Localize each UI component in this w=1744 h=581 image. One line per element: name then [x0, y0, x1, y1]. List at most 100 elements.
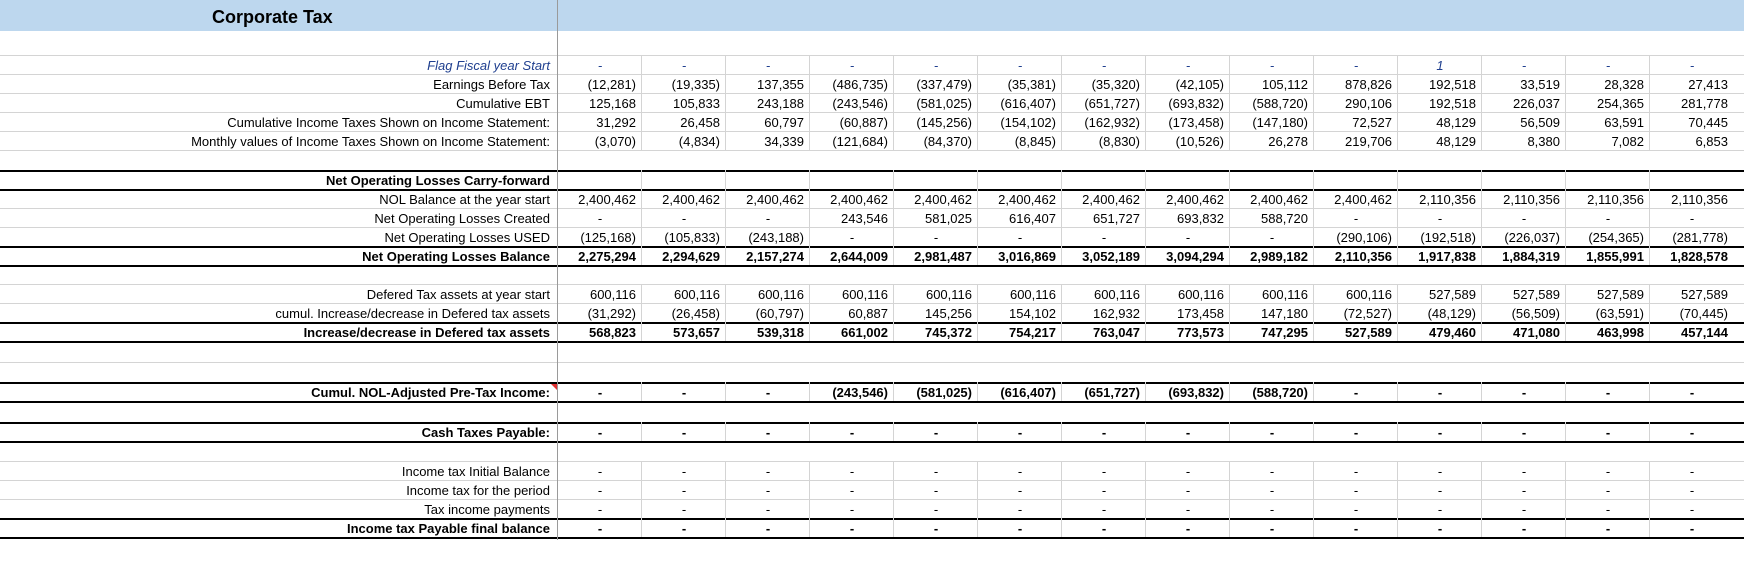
cell-value[interactable]: 2,400,462	[746, 192, 804, 207]
cell-value[interactable]: (693,832)	[1168, 96, 1224, 111]
cell-value[interactable]: -	[1017, 58, 1023, 73]
cell-value[interactable]: (145,256)	[916, 115, 972, 130]
cell-value[interactable]: -	[1353, 211, 1359, 226]
cell-value[interactable]: 754,217	[1009, 325, 1056, 340]
cell-value[interactable]: -	[681, 521, 687, 536]
cell-value[interactable]: 1,884,319	[1502, 249, 1560, 264]
cell-value[interactable]: -	[1269, 58, 1275, 73]
cell-value[interactable]: 1,917,838	[1418, 249, 1476, 264]
cell-value[interactable]: (121,684)	[832, 134, 888, 149]
cell-value[interactable]: -	[1689, 502, 1695, 517]
cell-value[interactable]: 6,853	[1695, 134, 1728, 149]
cell-value[interactable]: 3,094,294	[1166, 249, 1224, 264]
cell-value[interactable]: -	[1353, 385, 1359, 400]
cell-value[interactable]: 162,932	[1093, 306, 1140, 321]
cell-value[interactable]: 48,129	[1436, 115, 1476, 130]
cell-value[interactable]: 27,413	[1688, 77, 1728, 92]
cell-value[interactable]: -	[1437, 502, 1443, 517]
cell-value[interactable]: 105,112	[1261, 77, 1308, 92]
cell-value[interactable]: -	[1269, 464, 1275, 479]
cell-value[interactable]: -	[597, 464, 603, 479]
cell-value[interactable]: (290,106)	[1336, 230, 1392, 245]
cell-value[interactable]: -	[1269, 230, 1275, 245]
cell-value[interactable]: -	[1101, 483, 1107, 498]
cell-value[interactable]: (281,778)	[1672, 230, 1728, 245]
cell-value[interactable]: 26,278	[1268, 134, 1308, 149]
cell-value[interactable]: 173,458	[1177, 306, 1224, 321]
cell-value[interactable]: -	[1101, 425, 1107, 440]
cell-value[interactable]: 34,339	[764, 134, 804, 149]
cell-value[interactable]: (4,834)	[678, 134, 720, 149]
cell-value[interactable]: 573,657	[673, 325, 720, 340]
cell-value[interactable]: -	[849, 425, 855, 440]
comment-indicator-icon[interactable]	[551, 384, 557, 390]
cell-value[interactable]: 600,116	[589, 287, 636, 302]
cell-value[interactable]: (42,105)	[1175, 77, 1224, 92]
cell-value[interactable]: 463,998	[1597, 325, 1644, 340]
cell-value[interactable]: 2,110,356	[1334, 249, 1392, 264]
cell-value[interactable]: (486,735)	[832, 77, 888, 92]
cell-value[interactable]: -	[681, 425, 687, 440]
cell-value[interactable]: 651,727	[1093, 211, 1140, 226]
cell-value[interactable]: 105,833	[673, 96, 720, 111]
cell-value[interactable]: -	[1689, 58, 1695, 73]
cell-value[interactable]: -	[1521, 502, 1527, 517]
cell-value[interactable]: -	[1185, 425, 1191, 440]
cell-value[interactable]: 878,826	[1345, 77, 1392, 92]
cell-value[interactable]: -	[1353, 502, 1359, 517]
cell-value[interactable]: 693,832	[1177, 211, 1224, 226]
cell-value[interactable]: 527,589	[1597, 287, 1644, 302]
cell-value[interactable]: 31,292	[596, 115, 636, 130]
cell-value[interactable]: 1,828,578	[1670, 249, 1728, 264]
cell-value[interactable]: -	[1689, 211, 1695, 226]
cell-value[interactable]: 2,400,462	[1166, 192, 1224, 207]
cell-value[interactable]: -	[597, 502, 603, 517]
cell-value[interactable]: (19,335)	[671, 77, 720, 92]
cell-value[interactable]: 763,047	[1093, 325, 1140, 340]
cell-value[interactable]: 137,355	[757, 77, 804, 92]
cell-value[interactable]: -	[1437, 483, 1443, 498]
cell-value[interactable]: 2,981,487	[914, 249, 972, 264]
cell-value[interactable]: -	[1437, 464, 1443, 479]
cell-value[interactable]: -	[849, 230, 855, 245]
cell-value[interactable]: -	[1269, 521, 1275, 536]
cell-value[interactable]: -	[1101, 58, 1107, 73]
cell-value[interactable]: -	[933, 425, 939, 440]
cell-value[interactable]: -	[1521, 464, 1527, 479]
cell-value[interactable]: -	[1689, 385, 1695, 400]
cell-value[interactable]: 2,400,462	[1334, 192, 1392, 207]
cell-value[interactable]: 600,116	[673, 287, 720, 302]
cell-value[interactable]: 70,445	[1688, 115, 1728, 130]
cell-value[interactable]: 2,400,462	[662, 192, 720, 207]
cell-value[interactable]: -	[1521, 58, 1527, 73]
cell-value[interactable]: 192,518	[1429, 77, 1476, 92]
cell-value[interactable]: -	[1353, 483, 1359, 498]
cell-value[interactable]: -	[1353, 521, 1359, 536]
cell-value[interactable]: -	[1185, 483, 1191, 498]
cell-value[interactable]: -	[681, 464, 687, 479]
cell-value[interactable]: -	[681, 483, 687, 498]
cell-value[interactable]: (226,037)	[1504, 230, 1560, 245]
cell-value[interactable]: 661,002	[841, 325, 888, 340]
cell-value[interactable]: -	[933, 58, 939, 73]
cell-value[interactable]: (70,445)	[1679, 306, 1728, 321]
cell-value[interactable]: 226,037	[1513, 96, 1560, 111]
cell-value[interactable]: -	[597, 521, 603, 536]
cell-value[interactable]: -	[849, 483, 855, 498]
cell-value[interactable]: 125,168	[589, 96, 636, 111]
cell-value[interactable]: 2,400,462	[998, 192, 1056, 207]
cell-value[interactable]: -	[849, 521, 855, 536]
cell-value[interactable]: -	[1605, 58, 1611, 73]
cell-value[interactable]: (243,546)	[832, 385, 888, 400]
cell-value[interactable]: (173,458)	[1168, 115, 1224, 130]
cell-value[interactable]: 745,372	[925, 325, 972, 340]
cell-value[interactable]: 2,644,009	[830, 249, 888, 264]
cell-value[interactable]: 527,589	[1429, 287, 1476, 302]
cell-value[interactable]: 2,110,356	[1587, 192, 1644, 207]
cell-value[interactable]: (60,887)	[839, 115, 888, 130]
cell-value[interactable]: 3,052,189	[1082, 249, 1140, 264]
cell-value[interactable]: -	[1605, 385, 1611, 400]
cell-value[interactable]: (581,025)	[916, 385, 972, 400]
cell-value[interactable]: 28,328	[1604, 77, 1644, 92]
cell-value[interactable]: (105,833)	[664, 230, 720, 245]
